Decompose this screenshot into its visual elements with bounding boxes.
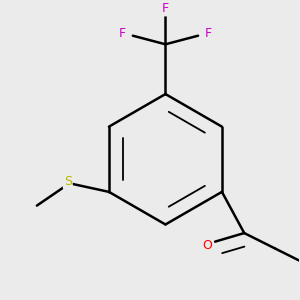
Text: O: O — [202, 238, 212, 252]
Text: F: F — [162, 2, 169, 15]
Text: F: F — [205, 28, 212, 40]
Text: S: S — [64, 175, 72, 188]
Text: F: F — [119, 28, 126, 40]
